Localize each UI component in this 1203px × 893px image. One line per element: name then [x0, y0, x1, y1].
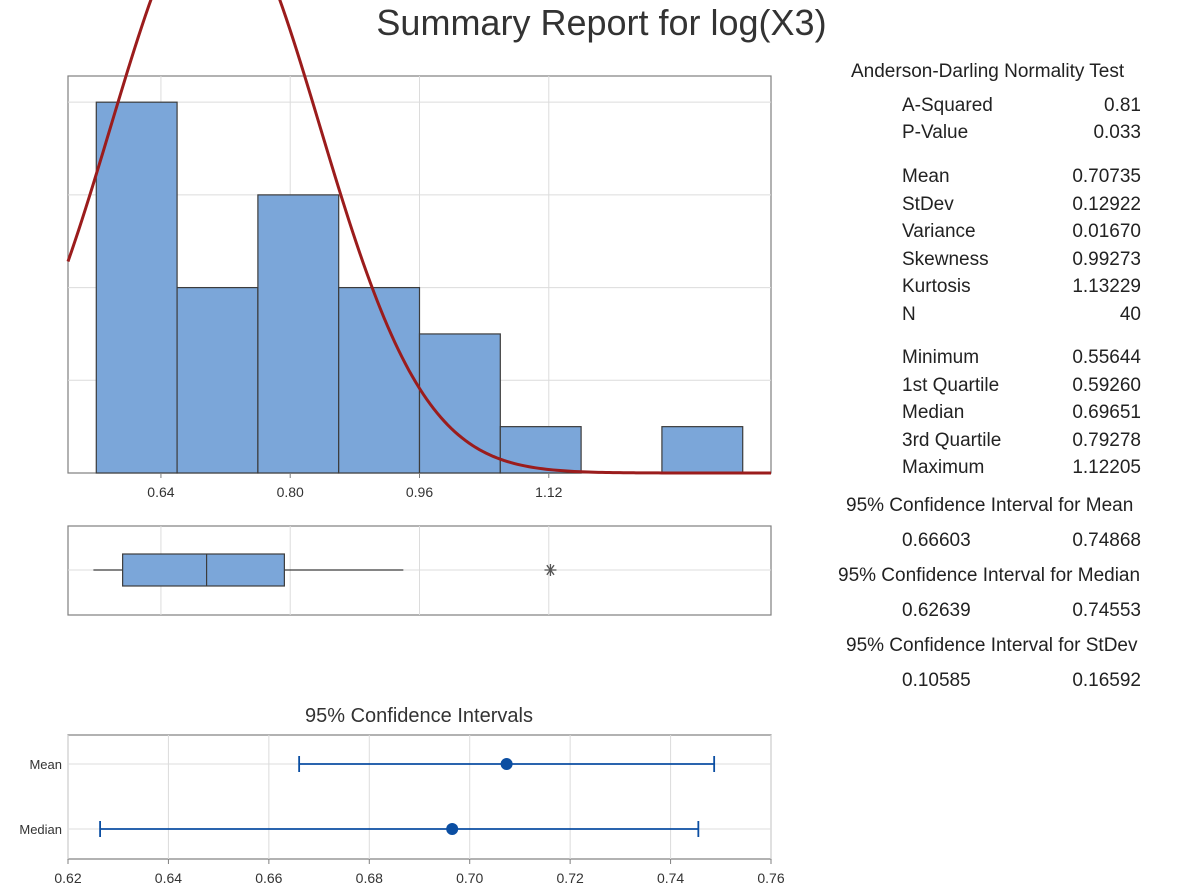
boxplot-outlier-marker	[544, 564, 557, 576]
stat-label: Maximum	[902, 457, 985, 478]
stat-value: 0.69651	[1072, 402, 1141, 423]
ci-median-heading: 95% Confidence Interval for Median	[838, 565, 1141, 586]
histogram-bar	[95, 101, 178, 474]
ci-mean-heading: 95% Confidence Interval for Mean	[846, 495, 1134, 516]
histogram-x-ticks: 0.64 0.80 0.96 1.12	[147, 473, 563, 500]
ad-heading: Anderson-Darling Normality Test	[851, 61, 1125, 82]
stat-label: Median	[902, 402, 965, 423]
stat-label: P-Value	[902, 122, 969, 143]
ci-tick-label: 0.70	[456, 870, 483, 886]
ci-x-ticks: 0.62 0.64 0.66 0.68 0.70 0.72 0.74 0.76	[54, 859, 785, 886]
histogram-bars	[95, 101, 744, 474]
ci-tick-label: 0.72	[557, 870, 584, 886]
ci-stdev-low: 0.10585	[902, 670, 971, 691]
ci-mean-low: 0.66603	[902, 530, 971, 551]
ci-tick-label: 0.74	[657, 870, 684, 886]
histogram-tick-label: 0.80	[277, 484, 304, 500]
boxplot-box	[122, 553, 285, 587]
stat-value: 0.79278	[1072, 429, 1141, 451]
page-title: Summary Report for log(X3)	[376, 2, 827, 43]
histogram-bar	[661, 426, 744, 474]
stat-label: Kurtosis	[902, 276, 971, 297]
stat-value: 0.55644	[1072, 347, 1141, 368]
stat-value: 0.033	[1093, 122, 1141, 143]
histogram-bar	[499, 426, 582, 474]
ci-median-high: 0.74553	[1072, 600, 1141, 621]
histogram-tick-label: 1.12	[535, 484, 562, 500]
stat-value: 1.13229	[1072, 276, 1141, 297]
ci-median-low: 0.62639	[902, 600, 971, 621]
ci-estimate-point	[446, 823, 459, 835]
ci-mean-high: 0.74868	[1072, 530, 1141, 551]
ci-tick-label: 0.62	[54, 870, 81, 886]
histogram-bar	[338, 286, 421, 474]
ci-panel: 95% Confidence Intervals Mean Median 0.62…	[19, 705, 784, 886]
ci-stdev-heading: 95% Confidence Interval for StDev	[846, 635, 1138, 656]
ci-tick-label: 0.64	[155, 870, 182, 886]
ci-category-label: Median	[19, 822, 62, 837]
stat-value: 0.01670	[1072, 221, 1141, 242]
ci-category-label: Mean	[29, 757, 62, 772]
stat-value: 0.59260	[1072, 374, 1141, 396]
histogram-tick-label: 0.64	[147, 484, 174, 500]
stat-label: Variance	[902, 221, 976, 242]
stat-value: 1.12205	[1072, 457, 1141, 478]
stat-label: 1st Quartile	[902, 374, 1000, 396]
stat-label: StDev	[902, 193, 954, 215]
boxplot-outliers	[544, 564, 557, 576]
ci-series-mean: Mean	[29, 756, 716, 772]
histogram-panel: 0.64 0.80 0.96 1.12	[66, 0, 772, 500]
stat-label: 3rd Quartile	[902, 429, 1002, 451]
stat-label: Mean	[902, 166, 950, 187]
ci-series-median: Median	[19, 821, 700, 837]
stat-label: Minimum	[902, 347, 980, 368]
stat-value: 0.12922	[1072, 193, 1141, 215]
ci-series: Mean Median	[19, 756, 716, 837]
stat-label: A-Squared	[902, 95, 993, 116]
ci-tick-label: 0.68	[356, 870, 383, 886]
ci-estimate-point	[500, 758, 513, 770]
ci-chart-title: 95% Confidence Intervals	[305, 705, 533, 727]
stat-value: 0.70735	[1072, 166, 1141, 187]
stat-value: 40	[1119, 303, 1141, 325]
histogram-bar	[257, 194, 340, 474]
histogram-tick-label: 0.96	[406, 484, 433, 500]
histogram-bar	[176, 286, 259, 474]
boxplot-panel	[67, 525, 772, 616]
stat-label: Skewness	[902, 248, 989, 270]
stat-value: 0.99273	[1072, 248, 1141, 270]
ci-tick-label: 0.76	[757, 870, 784, 886]
stat-label: N	[902, 303, 916, 325]
ci-tick-label: 0.66	[255, 870, 282, 886]
histogram-bar	[418, 333, 501, 474]
ci-stdev-high: 0.16592	[1072, 670, 1141, 691]
stat-value: 0.81	[1104, 95, 1141, 116]
ci-frame	[67, 734, 772, 860]
normal-fit-curve	[66, 0, 771, 475]
